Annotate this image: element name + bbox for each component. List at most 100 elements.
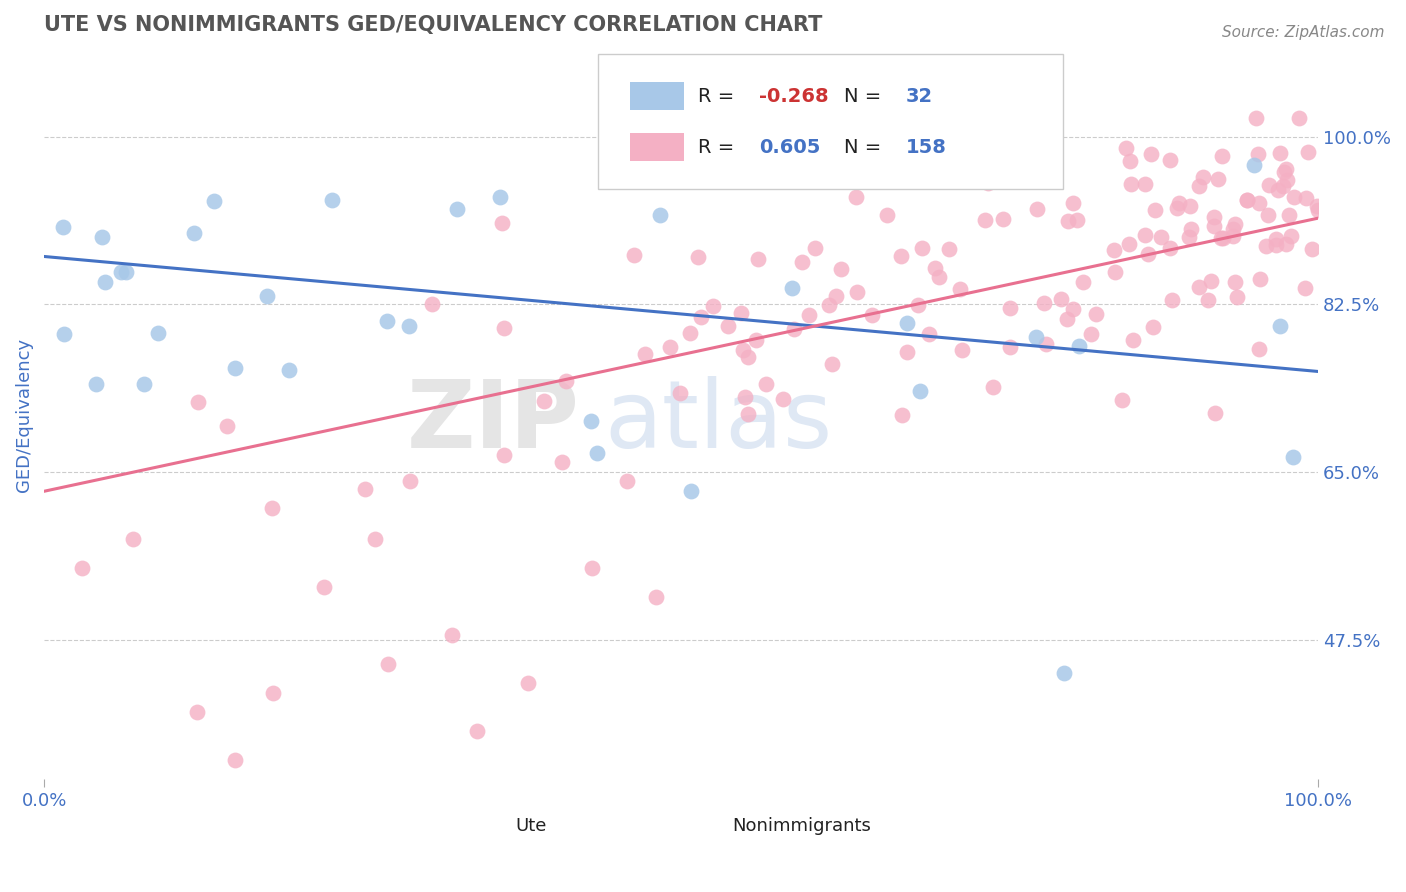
- Point: [1247, 146, 1270, 161]
- Point: [623, 247, 645, 261]
- Text: Source: ZipAtlas.com: Source: ZipAtlas.com: [1222, 25, 1385, 40]
- Point: [1277, 173, 1299, 187]
- Point: [1000, 301, 1022, 315]
- Point: [679, 484, 702, 499]
- Point: [1236, 193, 1258, 207]
- Point: [1222, 229, 1244, 244]
- Text: -0.268: -0.268: [759, 87, 828, 106]
- Point: [1188, 179, 1211, 194]
- Point: [1236, 193, 1258, 207]
- Point: [737, 407, 759, 421]
- Point: [1150, 230, 1173, 244]
- Point: [1062, 301, 1084, 316]
- Point: [734, 391, 756, 405]
- Point: [420, 297, 443, 311]
- Point: [1247, 196, 1270, 211]
- Point: [1121, 333, 1143, 347]
- Point: [1288, 111, 1310, 125]
- Point: [679, 326, 702, 340]
- Point: [1272, 165, 1295, 179]
- Point: [1025, 330, 1047, 344]
- Point: [804, 241, 827, 255]
- Point: [1062, 196, 1084, 211]
- Point: [314, 580, 336, 594]
- Point: [1053, 666, 1076, 681]
- Point: [1275, 236, 1298, 251]
- Point: [446, 202, 468, 216]
- Point: [1270, 146, 1292, 161]
- Point: [856, 159, 879, 173]
- Point: [491, 216, 513, 230]
- Point: [737, 350, 759, 364]
- Point: [1133, 228, 1156, 243]
- Point: [890, 408, 912, 422]
- Point: [1257, 178, 1279, 192]
- Point: [1057, 214, 1080, 228]
- Text: N =: N =: [844, 87, 887, 106]
- Point: [1050, 292, 1073, 306]
- Point: [492, 321, 515, 335]
- Point: [1268, 318, 1291, 333]
- Point: [1211, 149, 1233, 163]
- Point: [755, 377, 778, 392]
- Point: [1257, 208, 1279, 222]
- Point: [1281, 450, 1303, 464]
- FancyBboxPatch shape: [599, 54, 1063, 189]
- Point: [202, 194, 225, 208]
- Point: [1111, 392, 1133, 407]
- FancyBboxPatch shape: [630, 134, 683, 161]
- Point: [998, 340, 1021, 354]
- Point: [1137, 246, 1160, 260]
- Point: [364, 532, 387, 546]
- Point: [616, 474, 638, 488]
- Point: [890, 249, 912, 263]
- Point: [1056, 311, 1078, 326]
- Point: [1035, 337, 1057, 351]
- Point: [94, 275, 117, 289]
- Point: [321, 193, 343, 207]
- Point: [1209, 231, 1232, 245]
- Point: [1204, 210, 1226, 224]
- Point: [1244, 111, 1267, 125]
- Point: [1118, 236, 1140, 251]
- Point: [1256, 238, 1278, 252]
- FancyBboxPatch shape: [630, 82, 683, 111]
- Point: [1204, 219, 1226, 234]
- Point: [634, 347, 657, 361]
- Point: [1222, 221, 1244, 235]
- Point: [1295, 190, 1317, 204]
- Point: [187, 395, 209, 409]
- Point: [1066, 213, 1088, 227]
- Point: [1180, 222, 1202, 236]
- Point: [876, 208, 898, 222]
- Point: [489, 190, 512, 204]
- Point: [747, 252, 769, 266]
- Point: [1206, 171, 1229, 186]
- Point: [1188, 279, 1211, 293]
- Point: [551, 455, 574, 469]
- Text: 0.605: 0.605: [759, 137, 820, 157]
- Point: [1212, 231, 1234, 245]
- Text: Nonimmigrants: Nonimmigrants: [733, 817, 870, 835]
- Point: [586, 446, 609, 460]
- Point: [1226, 290, 1249, 304]
- Point: [1282, 190, 1305, 204]
- Point: [1080, 327, 1102, 342]
- Point: [440, 628, 463, 642]
- Y-axis label: GED/Equivalency: GED/Equivalency: [15, 337, 32, 491]
- Point: [702, 299, 724, 313]
- Point: [1267, 182, 1289, 196]
- Point: [797, 142, 820, 156]
- Point: [354, 483, 377, 497]
- Point: [1118, 153, 1140, 168]
- Point: [1168, 196, 1191, 211]
- Text: atlas: atlas: [605, 376, 832, 468]
- Point: [730, 306, 752, 320]
- Point: [648, 208, 671, 222]
- Point: [659, 341, 682, 355]
- Text: N =: N =: [844, 137, 887, 157]
- Point: [896, 316, 918, 330]
- Point: [1306, 203, 1329, 218]
- Point: [924, 260, 946, 275]
- Point: [517, 676, 540, 690]
